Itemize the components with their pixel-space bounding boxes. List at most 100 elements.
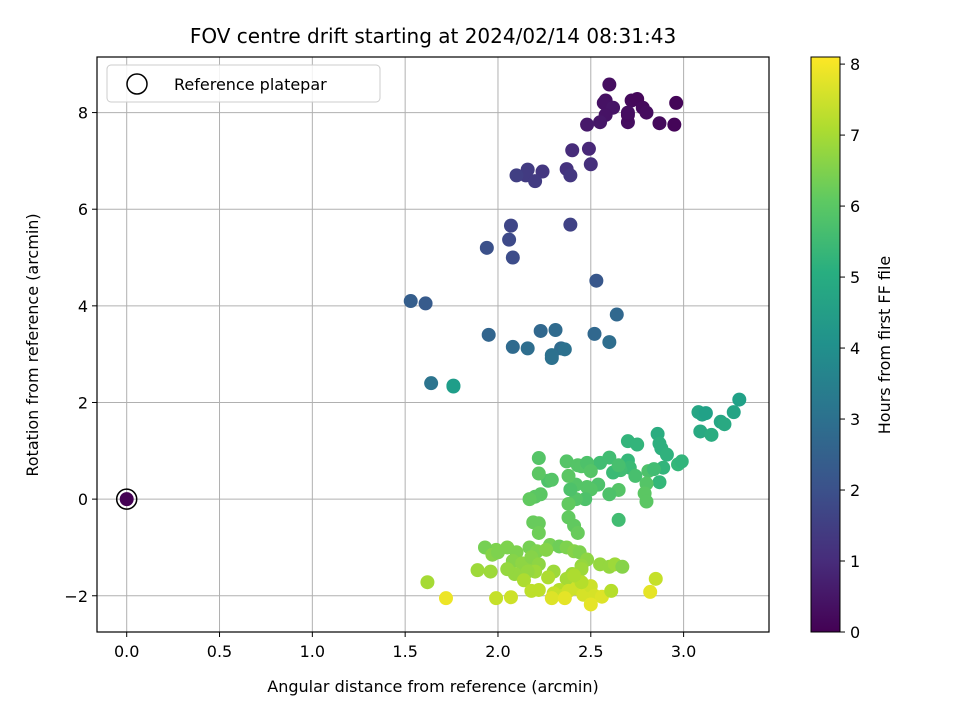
- x-tick-label: 0.5: [207, 642, 232, 661]
- data-point: [557, 342, 572, 357]
- data-point: [587, 326, 602, 341]
- y-tick-label: 2: [78, 393, 88, 412]
- legend-label: Reference platepar: [174, 75, 327, 94]
- data-point: [659, 447, 674, 462]
- data-point: [563, 168, 578, 183]
- colorbar-tick-label: 7: [850, 126, 860, 145]
- y-tick-label: 0: [78, 490, 88, 509]
- data-point: [604, 583, 619, 598]
- data-point: [646, 462, 661, 477]
- data-point: [502, 232, 517, 247]
- colorbar-tick-label: 1: [850, 552, 860, 571]
- chart-title: FOV centre drift starting at 2024/02/14 …: [190, 24, 676, 48]
- colorbar-label: Hours from first FF file: [875, 256, 894, 435]
- data-point: [602, 487, 617, 502]
- legend: Reference platepar: [106, 64, 381, 103]
- data-point: [717, 417, 732, 432]
- x-axis-ticks: 0.0 0.5 1.0 1.5 2.0 2.5 3.0: [114, 632, 696, 661]
- data-point: [580, 117, 595, 132]
- data-point: [544, 351, 559, 366]
- x-tick-label: 0.0: [114, 642, 139, 661]
- data-point: [424, 376, 439, 391]
- y-tick-label: 6: [78, 200, 88, 219]
- data-point: [726, 405, 741, 420]
- data-point: [565, 143, 580, 158]
- data-point: [674, 454, 689, 469]
- data-point: [533, 323, 548, 338]
- data-point: [589, 273, 604, 288]
- data-point: [541, 570, 556, 585]
- plot-frame: [96, 56, 770, 633]
- data-point: [505, 339, 520, 354]
- data-point: [593, 115, 608, 130]
- data-point: [580, 480, 595, 495]
- colorbar-tick-label: 8: [850, 55, 860, 74]
- data-point: [489, 591, 504, 606]
- y-axis-label: Rotation from reference (arcmin): [23, 213, 42, 476]
- colorbar-tick-label: 3: [850, 410, 860, 429]
- data-point: [643, 584, 658, 599]
- data-point: [509, 168, 524, 183]
- data-point: [403, 294, 418, 309]
- colorbar: 0 1 2 3 4 5 6 7 8 Hours from first FF file: [810, 55, 894, 642]
- data-point: [611, 512, 626, 527]
- reference-point: [115, 488, 138, 510]
- data-point: [563, 482, 578, 497]
- data-point: [522, 492, 537, 507]
- data-point: [438, 591, 453, 606]
- colorbar-tick-label: 2: [850, 481, 860, 500]
- data-point: [520, 341, 535, 356]
- data-point: [667, 117, 682, 132]
- data-point: [698, 406, 713, 421]
- colorbar-tick-label: 5: [850, 268, 860, 287]
- data-point: [503, 218, 518, 233]
- x-tick-label: 1.0: [300, 642, 325, 661]
- data-point: [570, 525, 585, 540]
- grid-lines: [97, 57, 769, 632]
- data-point: [548, 323, 563, 338]
- data-point: [470, 563, 485, 578]
- data-point: [418, 296, 433, 311]
- data-point: [528, 174, 543, 189]
- colorbar-tick-label: 6: [850, 197, 860, 216]
- data-point: [483, 564, 498, 579]
- data-point: [446, 379, 461, 394]
- data-point: [531, 451, 546, 466]
- y-axis-ticks: −2 0 2 4 6 8: [64, 104, 97, 606]
- reference-point-dot: [119, 492, 134, 507]
- legend-box: [106, 64, 381, 103]
- data-point: [505, 250, 520, 265]
- data-point: [620, 105, 635, 120]
- data-point: [531, 582, 546, 597]
- colorbar-tick-label: 0: [850, 623, 860, 642]
- data-point: [561, 496, 576, 511]
- y-tick-label: 8: [78, 104, 88, 123]
- data-point: [531, 525, 546, 540]
- data-point: [652, 475, 667, 490]
- data-point: [639, 105, 654, 120]
- y-tick-label: 4: [78, 297, 88, 316]
- plot-points: [403, 77, 747, 612]
- data-point: [669, 95, 684, 110]
- data-point: [559, 454, 574, 469]
- data-point: [539, 542, 554, 557]
- data-point: [563, 217, 578, 232]
- data-point: [648, 571, 663, 586]
- legend-marker: [126, 73, 148, 95]
- data-point: [602, 77, 617, 92]
- data-point: [420, 575, 435, 590]
- y-tick-label: −2: [64, 587, 88, 606]
- data-point: [490, 545, 505, 560]
- colorbar-gradient: [810, 56, 841, 633]
- colorbar-tick-label: 4: [850, 339, 860, 358]
- data-point: [628, 468, 643, 483]
- x-tick-label: 2.5: [578, 642, 603, 661]
- data-point: [583, 464, 598, 479]
- data-point: [503, 590, 518, 605]
- data-point: [531, 516, 546, 531]
- data-point: [611, 458, 626, 473]
- x-axis-label: Angular distance from reference (arcmin): [267, 677, 598, 696]
- x-tick-label: 2.0: [485, 642, 510, 661]
- data-point: [500, 562, 515, 577]
